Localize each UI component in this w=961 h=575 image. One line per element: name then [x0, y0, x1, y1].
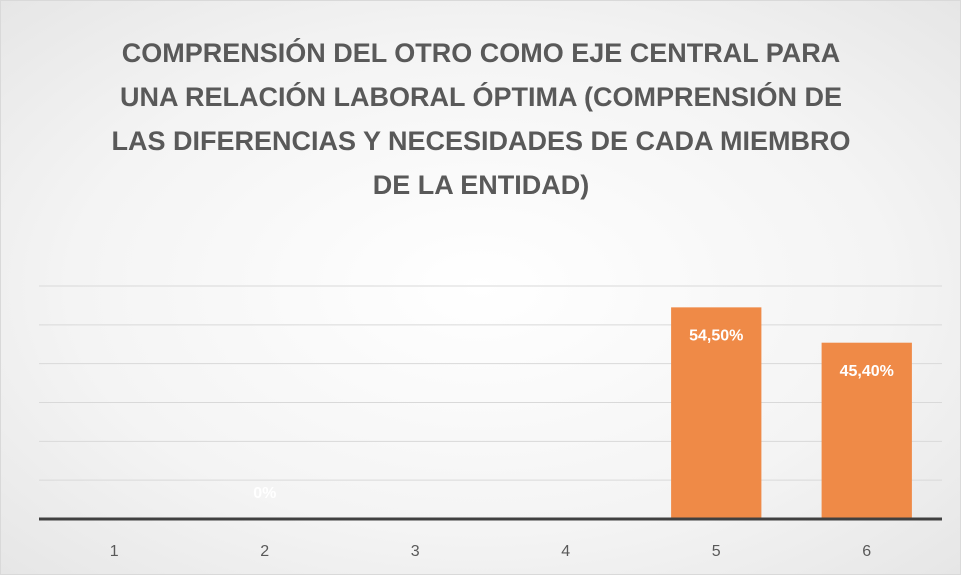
x-tick-label: 5	[712, 543, 721, 560]
x-tick-label: 6	[862, 543, 871, 560]
data-label: 0%	[253, 485, 276, 502]
bar	[821, 342, 912, 519]
data-label: 45,40%	[840, 363, 894, 380]
x-tick-label: 4	[561, 543, 570, 560]
chart-title: COMPRENSIÓN DEL OTRO COMO EJE CENTRAL PA…	[111, 38, 851, 200]
x-tick-label: 2	[260, 543, 269, 560]
data-label: 54,50%	[689, 328, 743, 345]
x-tick-label: 1	[110, 543, 119, 560]
x-tick-label: 3	[411, 543, 420, 560]
bar	[671, 307, 762, 519]
